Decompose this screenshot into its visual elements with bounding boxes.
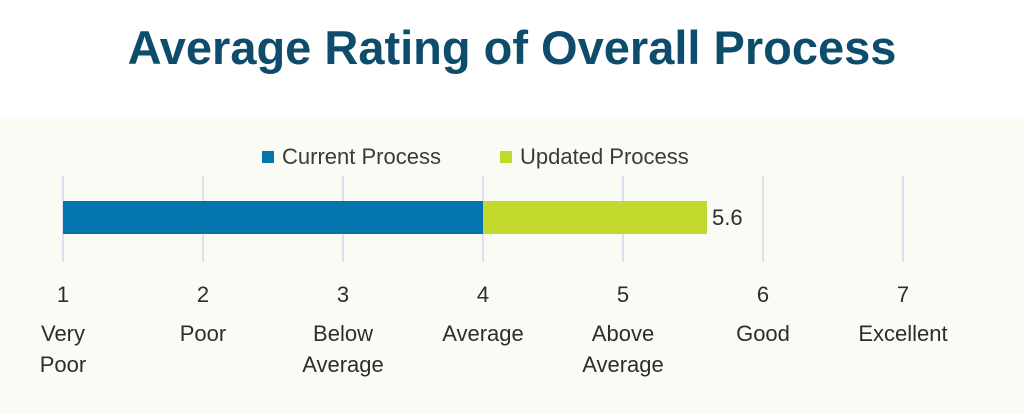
data-label: 5.6 xyxy=(712,205,743,230)
tick-number-7: 7 xyxy=(896,282,910,307)
tick-number-6: 6 xyxy=(756,282,770,307)
tick-label-2: Poor xyxy=(179,321,227,346)
tick-number-1: 1 xyxy=(56,282,70,307)
tick-label-3: Below Average xyxy=(302,321,384,377)
chart-panel xyxy=(0,117,1024,414)
tick-number-5: 5 xyxy=(616,282,630,307)
chart-title: Average Rating of Overall Process xyxy=(127,21,897,74)
tick-label-4: Average xyxy=(442,321,524,346)
tick-number-3: 3 xyxy=(336,282,350,307)
tick-number-4: 4 xyxy=(476,282,490,307)
tick-number-2: 2 xyxy=(196,282,210,307)
legend-item-current-process: Current Process xyxy=(262,142,441,172)
bar-updated-process xyxy=(483,201,707,234)
legend-swatch-current-process xyxy=(262,151,274,163)
legend-label-updated-process: Updated Process xyxy=(520,144,689,169)
tick-label-7: Excellent xyxy=(858,321,948,346)
bar-current-process xyxy=(63,201,483,234)
legend-swatch-updated-process xyxy=(500,151,512,163)
tick-label-5: Above Average xyxy=(582,321,664,377)
legend-item-updated-process: Updated Process xyxy=(500,142,689,172)
bars xyxy=(63,201,707,234)
tick-label-1: Very Poor xyxy=(39,321,87,377)
legend: Current Process Updated Process xyxy=(0,142,1024,172)
tick-label-6: Good xyxy=(736,321,790,346)
legend-label-current-process: Current Process xyxy=(282,144,441,169)
